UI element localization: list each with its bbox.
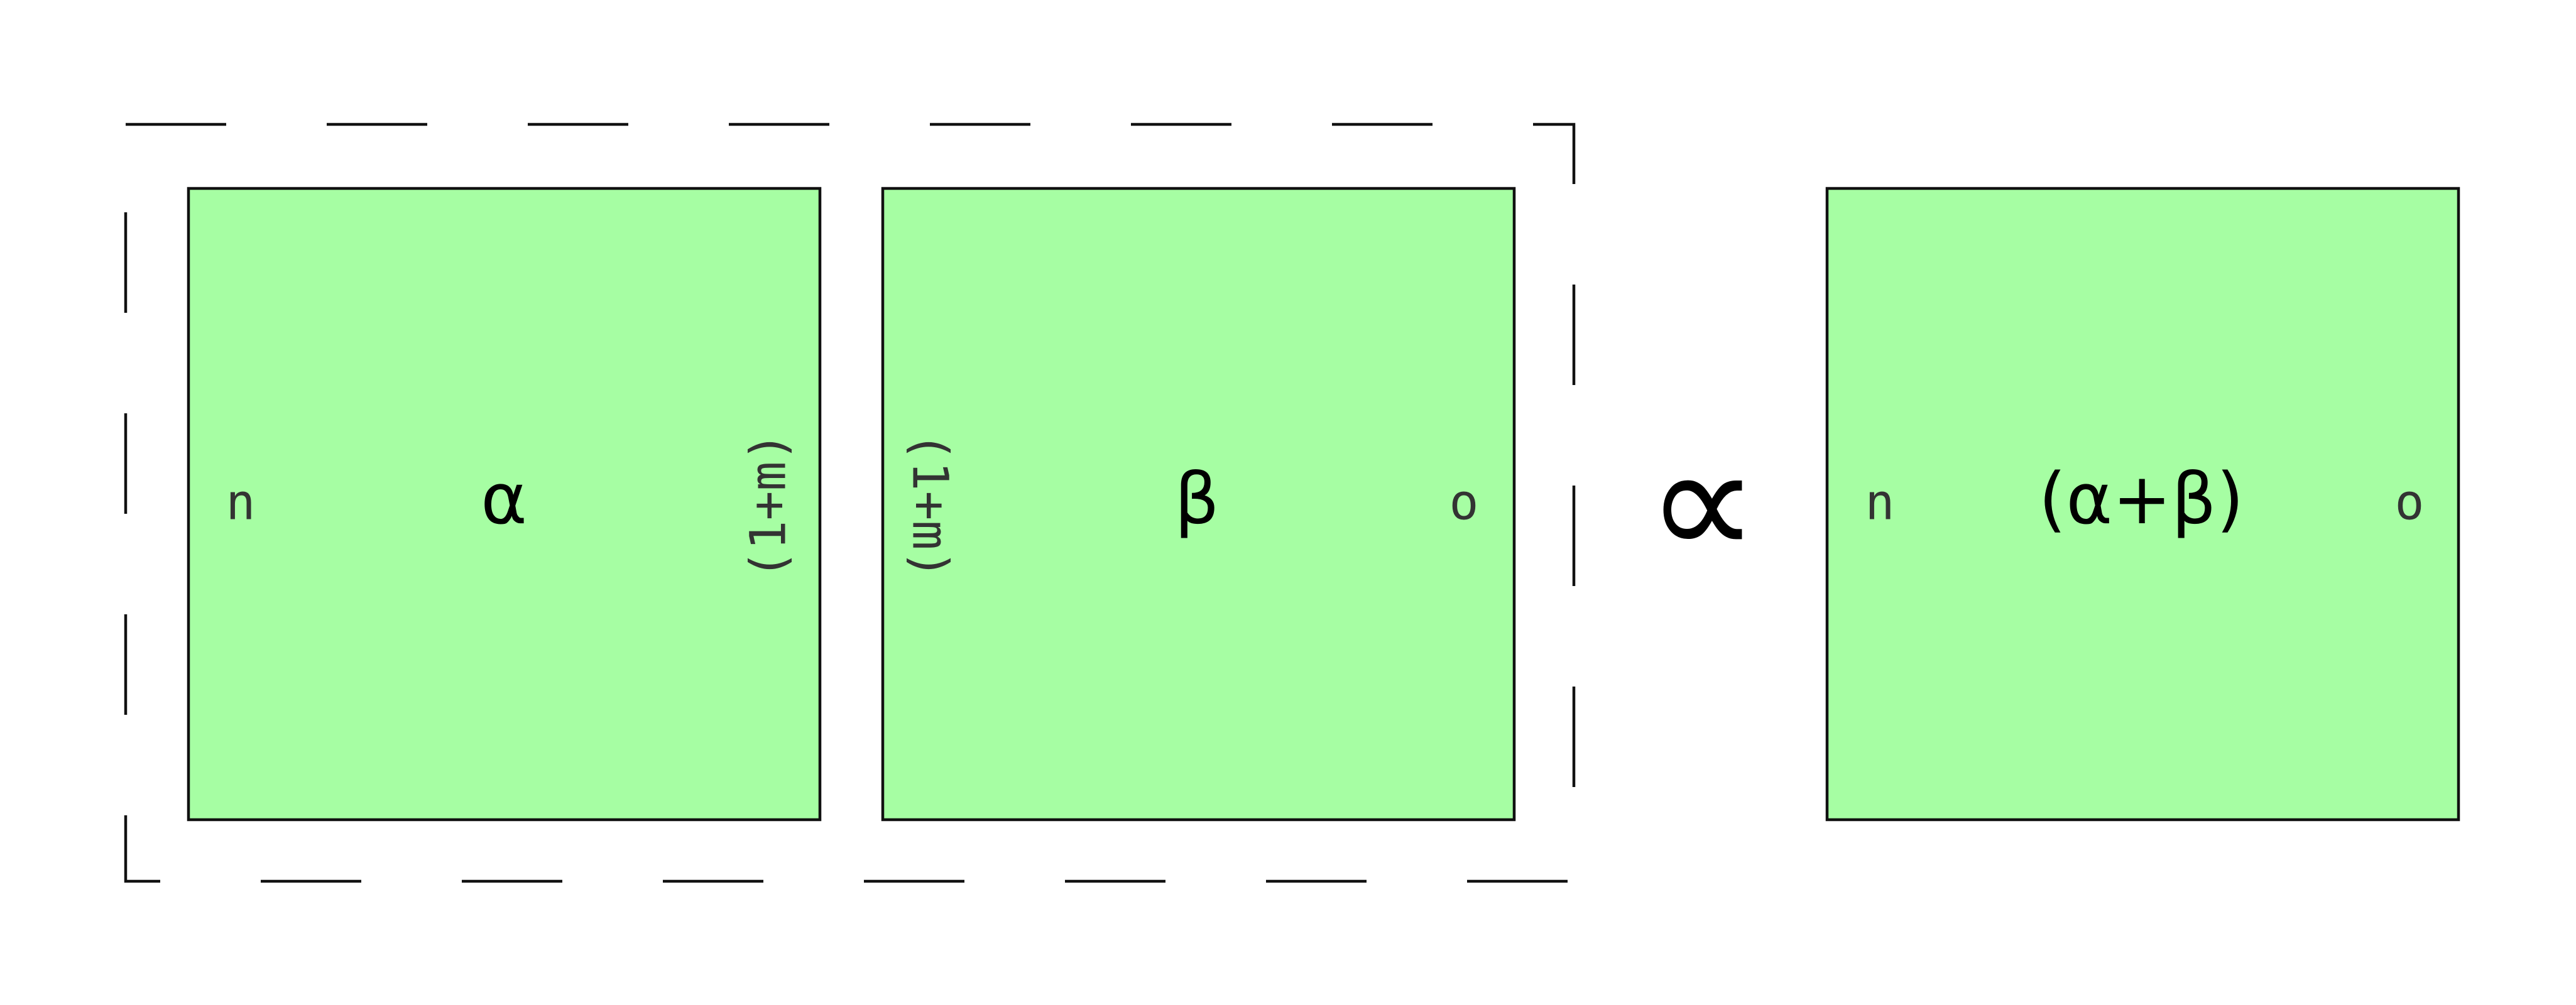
tensor-alpha-right-index: (1+m) xyxy=(740,432,797,580)
tensor-beta-label: β xyxy=(1174,459,1219,540)
tensor-beta-right-index: o xyxy=(1449,474,1479,531)
group-frame-dashed xyxy=(124,122,1576,883)
tensor-result-label: (α+β) xyxy=(2039,459,2244,540)
proportional-to-symbol: ∝ xyxy=(1647,411,1759,594)
tensor-result-left-index: n xyxy=(1865,474,1895,531)
tensor-beta-box xyxy=(881,187,1516,822)
tensor-beta-left-index: (1+m) xyxy=(902,432,958,580)
tensor-result-box xyxy=(1825,187,2460,822)
tensor-alpha: α n (1+m) xyxy=(187,187,822,822)
tensor-result: (α+β) n o xyxy=(1825,187,2460,822)
left-group: α n (1+m) β (1+m) o xyxy=(124,122,1576,883)
tensor-result-right-index: o xyxy=(2395,474,2425,531)
tensor-alpha-left-index: n xyxy=(226,474,256,531)
tensor-alpha-box xyxy=(187,187,822,822)
tensor-alpha-label: α xyxy=(481,459,527,540)
tensor-beta: β (1+m) o xyxy=(881,187,1516,822)
